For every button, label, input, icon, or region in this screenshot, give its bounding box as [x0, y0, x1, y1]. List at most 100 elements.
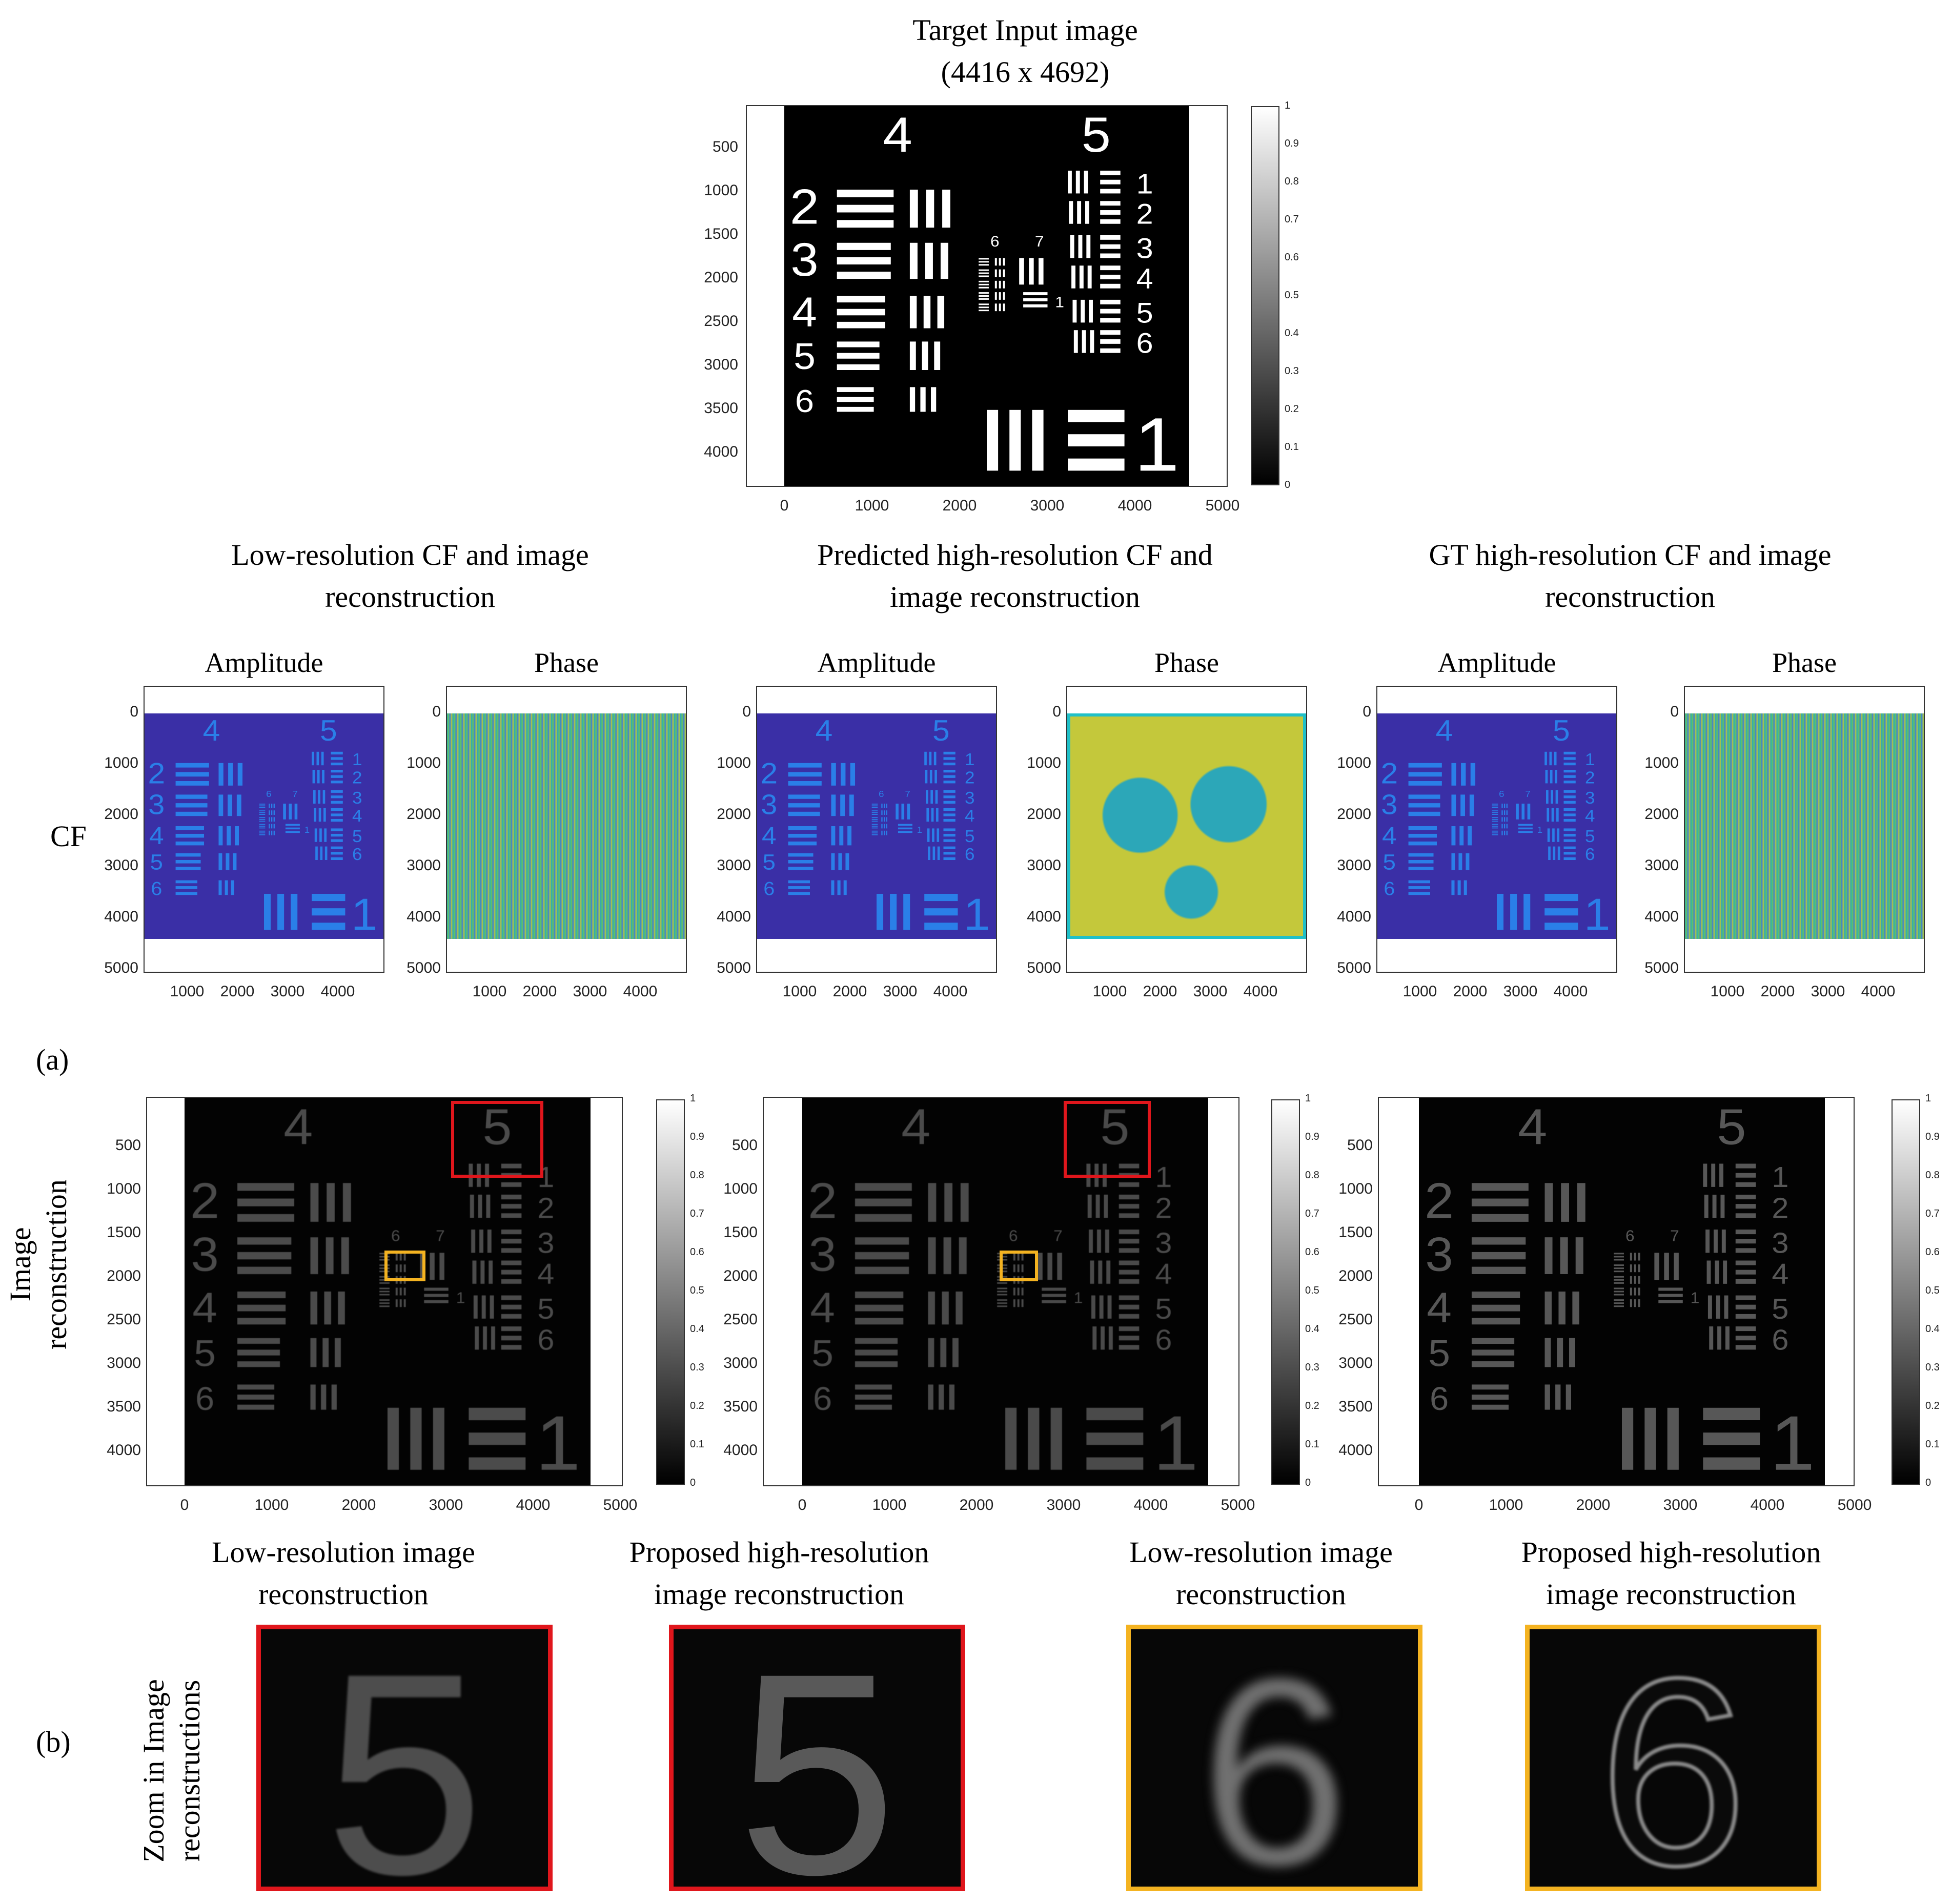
- svg-text:6: 6: [1155, 1324, 1172, 1356]
- svg-text:2: 2: [537, 1192, 554, 1224]
- target-cbtick: 0.5: [1285, 290, 1299, 301]
- svg-text:1: 1: [1074, 1289, 1083, 1306]
- cf-ytick: 1000: [1644, 754, 1679, 771]
- svg-text:3: 3: [965, 789, 974, 808]
- svg-text:3: 3: [808, 1228, 836, 1281]
- recon-cbtick: 0.5: [690, 1285, 704, 1296]
- svg-text:5: 5: [482, 1099, 512, 1155]
- recon-row-label-line1: Image: [4, 1227, 37, 1302]
- svg-text:2: 2: [965, 768, 974, 787]
- cf-ytick: 1000: [104, 754, 138, 771]
- cf-ytick: 3000: [1644, 857, 1679, 874]
- recon-cbtick: 0.8: [1305, 1170, 1319, 1181]
- cf-ytick: 4000: [717, 908, 751, 925]
- recon-cbtick: 0.7: [690, 1208, 704, 1219]
- target-cbtick: 0.6: [1285, 252, 1299, 263]
- svg-text:1: 1: [536, 1400, 581, 1485]
- target-cbtick: 0.8: [1285, 176, 1299, 187]
- section-title-low-line1: Low-resolution CF and image: [231, 538, 589, 571]
- recon-xtick: 5000: [1837, 1497, 1872, 1513]
- recon-xtick: 0: [798, 1497, 807, 1513]
- recon-ytick: 3000: [107, 1355, 141, 1371]
- section-title-gt-line2: reconstruction: [1545, 580, 1715, 613]
- recon-ytick: 2000: [107, 1267, 141, 1284]
- cf-xtick: 2000: [522, 983, 557, 1000]
- zoom-caption-3-line2: reconstruction: [1176, 1578, 1346, 1611]
- svg-text:6: 6: [151, 878, 162, 899]
- svg-text:5: 5: [1585, 827, 1595, 846]
- recon-xtick: 0: [180, 1497, 189, 1513]
- recon-xtick: 1000: [254, 1497, 289, 1513]
- svg-text:6: 6: [879, 789, 884, 799]
- target-xtick: 4000: [1117, 497, 1152, 514]
- svg-text:4: 4: [1136, 263, 1153, 295]
- svg-text:5: 5: [1383, 850, 1396, 875]
- svg-text:4: 4: [283, 1099, 313, 1155]
- svg-text:5: 5: [1082, 108, 1111, 162]
- cf-xtick: 3000: [573, 983, 607, 1000]
- recon-cbtick: 0: [690, 1477, 696, 1488]
- recon-cbtick: 0: [1305, 1477, 1311, 1488]
- recon-cbtick: 0.4: [690, 1323, 704, 1335]
- svg-text:3: 3: [352, 789, 362, 808]
- cf-xtick: 3000: [270, 983, 305, 1000]
- cf-ytick: 3000: [104, 857, 138, 874]
- zoom-caption-3: Low-resolution image reconstruction: [1107, 1531, 1415, 1615]
- recon-xtick: 5000: [1221, 1497, 1255, 1513]
- recon-cbtick: 0.2: [1305, 1400, 1319, 1411]
- svg-text:4: 4: [762, 822, 777, 849]
- cf-xtick: 2000: [1453, 983, 1488, 1000]
- svg-text:4: 4: [1585, 807, 1595, 826]
- svg-text:5: 5: [352, 827, 362, 846]
- svg-text:4: 4: [1427, 1284, 1452, 1332]
- cf-xtick: 3000: [883, 983, 918, 1000]
- svg-text:7: 7: [1035, 233, 1044, 250]
- svg-text:5: 5: [1772, 1293, 1788, 1325]
- target-cbtick: 0.4: [1285, 327, 1299, 339]
- svg-text:2: 2: [1425, 1173, 1454, 1229]
- recon-cbtick: 0.2: [1925, 1400, 1940, 1411]
- recon-ytick: 1000: [107, 1180, 141, 1197]
- svg-text:6: 6: [391, 1227, 400, 1244]
- svg-text:4: 4: [352, 807, 362, 826]
- zoom-caption-3-line1: Low-resolution image: [1129, 1536, 1393, 1569]
- recon-xtick: 1000: [872, 1497, 907, 1513]
- svg-text:4: 4: [883, 108, 912, 162]
- svg-text:7: 7: [436, 1227, 445, 1244]
- zoom-region-yellow: [384, 1251, 425, 1281]
- recon-ytick: 3500: [1338, 1398, 1373, 1415]
- cf-ytick: 3000: [1337, 857, 1371, 874]
- cf-xtick: 1000: [1710, 983, 1745, 1000]
- amplitude-title: Amplitude: [205, 647, 323, 678]
- zoom-caption-1: Low-resolution image reconstruction: [190, 1531, 497, 1615]
- recon-xtick: 2000: [959, 1497, 994, 1513]
- cf-ytick: 4000: [1337, 908, 1371, 925]
- svg-text:2: 2: [1155, 1192, 1172, 1224]
- cf-ytick: 3000: [406, 857, 441, 874]
- svg-text:4: 4: [816, 714, 833, 747]
- amplitude-title: Amplitude: [817, 647, 936, 678]
- cf-xtick: 1000: [782, 983, 817, 1000]
- amplitude-title: Amplitude: [1437, 647, 1556, 678]
- recon-colorbar: [1271, 1099, 1300, 1485]
- svg-text:3: 3: [790, 234, 818, 286]
- cf-ytick: 2000: [1644, 806, 1679, 823]
- section-title-low-line2: reconstruction: [325, 580, 495, 613]
- svg-text:6: 6: [1772, 1324, 1788, 1356]
- recon-ytick: 1500: [107, 1224, 141, 1241]
- target-cbtick: 0: [1285, 479, 1291, 490]
- recon-cbtick: 0.9: [1305, 1131, 1319, 1142]
- section-title-predicted-line1: Predicted high-resolution CF and: [817, 538, 1213, 571]
- svg-text:4: 4: [149, 822, 164, 849]
- recon-colorbar: [1892, 1099, 1920, 1485]
- section-title-gt-line1: GT high-resolution CF and image: [1429, 538, 1832, 571]
- cf-ytick: 0: [1052, 703, 1061, 720]
- recon-xtick: 2000: [341, 1497, 376, 1513]
- svg-text:6: 6: [537, 1324, 554, 1356]
- cf-ytick: 0: [1670, 703, 1679, 720]
- svg-text:1: 1: [965, 750, 974, 769]
- svg-text:2: 2: [808, 1173, 837, 1229]
- svg-text:1: 1: [1585, 750, 1595, 769]
- recon-cbtick: 0.7: [1305, 1208, 1319, 1219]
- target-ytick: 2500: [704, 313, 738, 330]
